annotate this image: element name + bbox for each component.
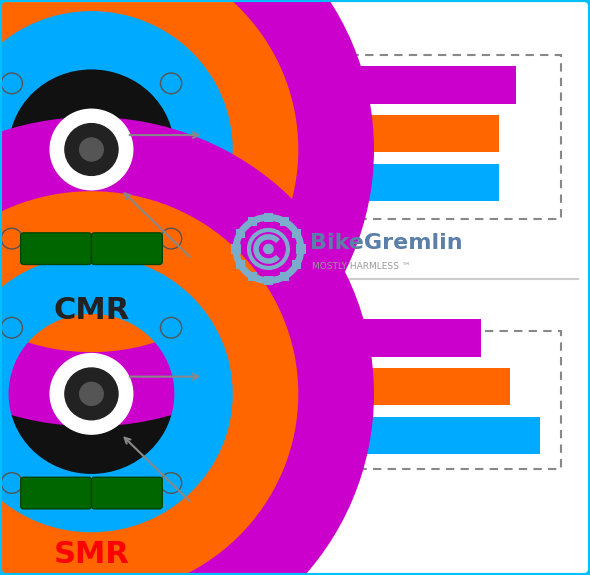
Circle shape [160, 228, 182, 249]
Bar [233, 417, 540, 454]
Circle shape [160, 473, 182, 493]
Circle shape [1, 317, 22, 338]
Circle shape [65, 124, 118, 175]
FancyBboxPatch shape [91, 477, 162, 509]
FancyBboxPatch shape [235, 229, 245, 238]
Bar [221, 368, 510, 405]
FancyBboxPatch shape [264, 213, 273, 222]
FancyBboxPatch shape [280, 217, 290, 226]
FancyBboxPatch shape [231, 244, 241, 254]
FancyBboxPatch shape [248, 217, 257, 226]
FancyBboxPatch shape [248, 272, 257, 281]
Text: BikeGremlin: BikeGremlin [310, 233, 463, 252]
Text: CMR: CMR [53, 296, 130, 325]
Circle shape [1, 228, 22, 249]
Circle shape [65, 368, 118, 420]
Circle shape [50, 354, 133, 434]
FancyBboxPatch shape [296, 244, 306, 254]
Bar [209, 319, 481, 356]
Circle shape [80, 138, 103, 161]
FancyBboxPatch shape [264, 276, 273, 285]
Text: SMR: SMR [54, 540, 129, 569]
Circle shape [1, 73, 22, 94]
Circle shape [80, 382, 103, 405]
FancyBboxPatch shape [21, 477, 91, 509]
Circle shape [160, 73, 182, 94]
FancyBboxPatch shape [235, 260, 245, 269]
Circle shape [50, 109, 133, 190]
Text: MOSTLY HARMLESS ™: MOSTLY HARMLESS ™ [312, 262, 411, 271]
Bar [209, 66, 516, 104]
Circle shape [264, 244, 273, 254]
FancyBboxPatch shape [0, 285, 215, 526]
FancyBboxPatch shape [21, 233, 91, 264]
Bar [221, 115, 499, 152]
FancyBboxPatch shape [0, 40, 215, 282]
Circle shape [160, 317, 182, 338]
FancyBboxPatch shape [280, 272, 290, 281]
Circle shape [1, 473, 22, 493]
Bar [233, 164, 499, 201]
FancyBboxPatch shape [292, 229, 301, 238]
FancyBboxPatch shape [91, 233, 162, 264]
FancyBboxPatch shape [292, 260, 301, 270]
